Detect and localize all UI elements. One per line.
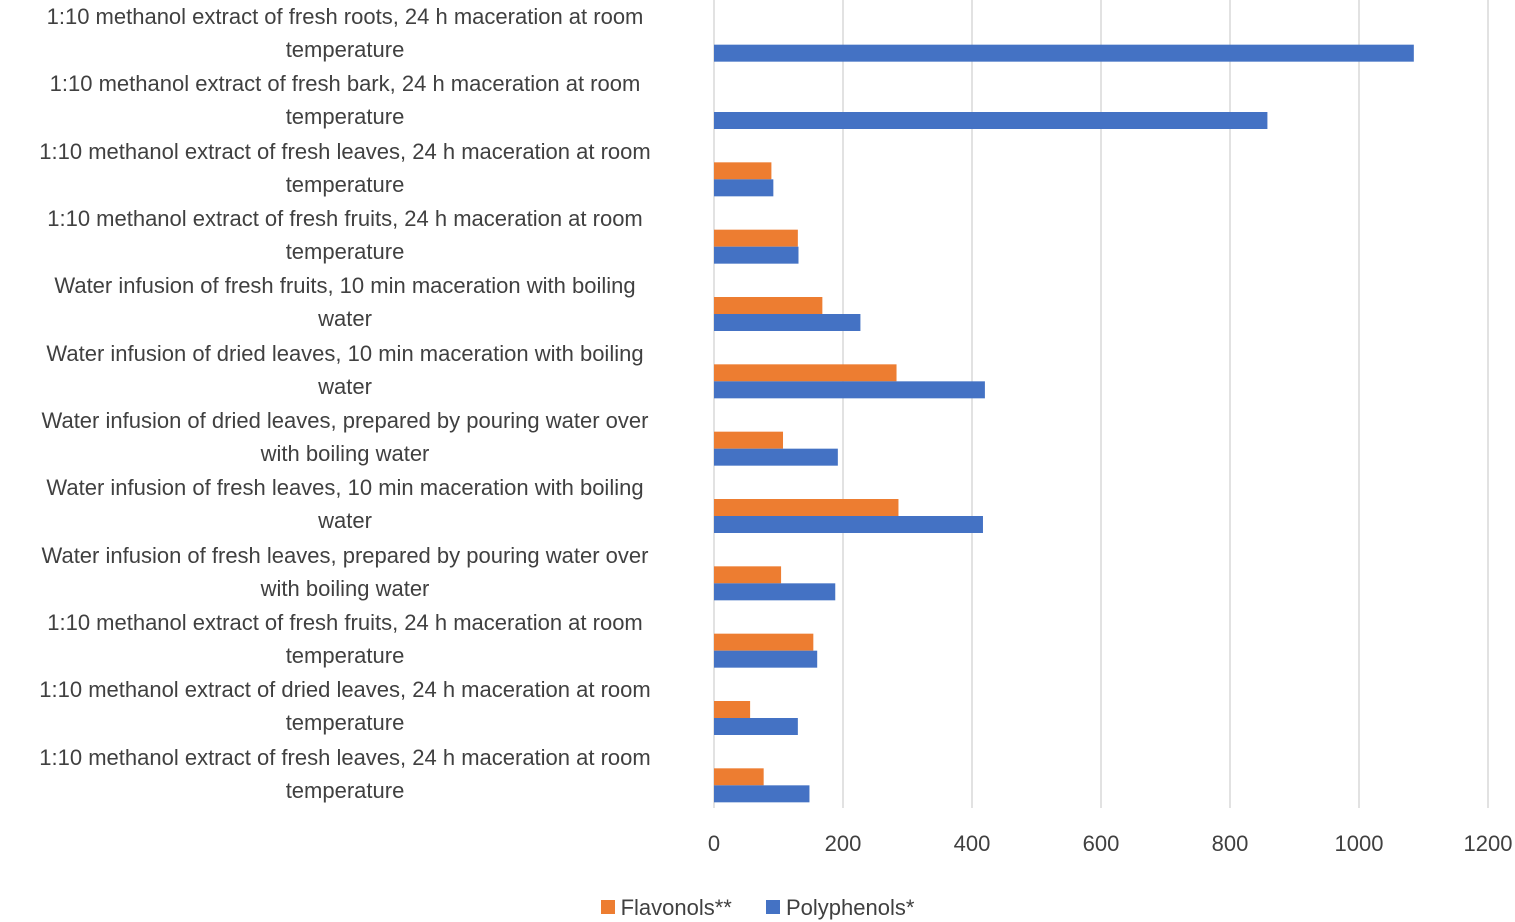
category-label: Water infusion of dried leaves, prepared… [0, 404, 690, 470]
category-label: 1:10 methanol extract of fresh fruits, 2… [0, 202, 690, 268]
category-label-line: Water infusion of dried leaves, 10 min m… [46, 340, 644, 366]
bar-polyphenols [714, 448, 838, 466]
category-label: 1:10 methanol extract of fresh leaves, 2… [0, 741, 690, 807]
bar-polyphenols [714, 246, 799, 264]
category-label-line: 1:10 methanol extract of fresh fruits, 2… [47, 206, 643, 231]
bar-polyphenols [714, 112, 1268, 129]
category-label: Water infusion of dried leaves, 10 min m… [0, 337, 690, 403]
legend-item-polyphenols: Polyphenols* [765, 895, 915, 921]
bar-flavonols [714, 297, 823, 314]
legend-swatch-flavonols [600, 900, 615, 915]
category-label: Water infusion of fresh fruits, 10 min m… [0, 269, 690, 335]
category-label-line: water [318, 373, 372, 399]
category-label-line: Water infusion of fresh leaves, 10 min m… [46, 475, 644, 501]
gridlines [713, 0, 1489, 808]
category-label-line: temperature [285, 37, 405, 62]
category-label-line: 1:10 methanol extract of fresh fruits, 2… [47, 610, 643, 635]
bar-polyphenols [714, 314, 861, 331]
bar-polyphenols [714, 381, 985, 399]
bar-flavonols [714, 499, 899, 516]
category-label-line: temperature [285, 104, 405, 130]
category-label-line: 1:10 methanol extract of fresh bark, 24 … [49, 71, 641, 97]
category-label-line: Water infusion of fresh fruits, 10 min m… [54, 273, 636, 299]
category-label: 1:10 methanol extract of fresh fruits, 2… [0, 606, 690, 672]
category-label-line: temperature [285, 710, 405, 736]
category-label-line: with boiling water [260, 441, 430, 466]
bar-flavonols [714, 701, 751, 718]
legend-label-polyphenols: Polyphenols* [785, 895, 915, 920]
category-label-line: temperature [285, 239, 405, 264]
x-tick-label: 600 [1083, 831, 1120, 856]
category-label-line: 1:10 methanol extract of dried leaves, 2… [39, 677, 651, 703]
legend: Flavonols** Polyphenols* [0, 895, 1515, 921]
bar-polyphenols [714, 785, 810, 803]
category-label: Water infusion of fresh leaves, 10 min m… [0, 471, 690, 537]
bar-flavonols [714, 162, 772, 180]
bar-polyphenols [714, 650, 818, 668]
category-label-line: 1:10 methanol extract of fresh leaves, 2… [39, 744, 651, 770]
legend-item-flavonols: Flavonols** [600, 895, 732, 921]
x-tick-label: 0 [708, 831, 720, 856]
category-label: 1:10 methanol extract of fresh leaves, 2… [0, 135, 690, 201]
x-tick-label: 800 [1212, 831, 1249, 856]
category-label-line: temperature [285, 171, 405, 197]
category-label-line: Water infusion of dried leaves, prepared… [41, 408, 649, 433]
bar-flavonols [714, 229, 798, 247]
category-label-line: temperature [285, 643, 405, 668]
bar-polyphenols [714, 583, 836, 601]
bars [714, 44, 1414, 803]
x-tick-label: 1000 [1335, 831, 1384, 856]
category-label-line: Water infusion of fresh leaves, prepared… [41, 542, 649, 568]
bar-flavonols [714, 566, 782, 584]
legend-swatch-polyphenols [765, 900, 780, 915]
x-axis-ticks: 0 200 400 600 800 1000 1200 [708, 831, 1513, 856]
bar-flavonols [714, 364, 897, 382]
category-label: 1:10 methanol extract of dried leaves, 2… [0, 673, 690, 739]
bar-polyphenols [714, 179, 774, 197]
x-tick-label: 1200 [1464, 831, 1513, 856]
category-label-line: water [318, 508, 372, 534]
category-label: 1:10 methanol extract of fresh bark, 24 … [0, 67, 690, 133]
x-tick-label: 400 [954, 831, 991, 856]
bar-polyphenols [714, 44, 1414, 62]
category-label-line: water [318, 306, 372, 332]
bar-flavonols [714, 768, 764, 786]
x-tick-label: 200 [825, 831, 862, 856]
bar-polyphenols [714, 516, 983, 533]
category-label-line: 1:10 methanol extract of fresh roots, 24… [46, 4, 644, 29]
category-label-line: 1:10 methanol extract of fresh leaves, 2… [39, 138, 651, 164]
bar-flavonols [714, 431, 784, 449]
bar-polyphenols [714, 718, 798, 735]
category-label-line: temperature [285, 777, 405, 803]
category-label-line: with boiling water [260, 575, 430, 601]
legend-label-flavonols: Flavonols** [620, 895, 732, 920]
category-label: Water infusion of fresh leaves, prepared… [0, 539, 690, 605]
category-label: 1:10 methanol extract of fresh roots, 24… [0, 0, 690, 66]
bar-flavonols [714, 633, 814, 651]
